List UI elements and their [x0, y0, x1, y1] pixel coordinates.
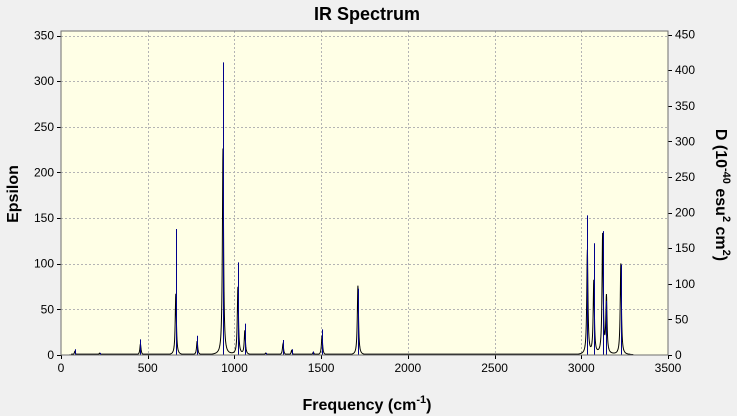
plot-area	[61, 31, 668, 355]
y-tick-label: 350	[34, 29, 54, 43]
y-tick-label: 0	[47, 348, 54, 362]
x-tick-label: 0	[58, 361, 65, 375]
x-axis-title: Frequency (cm-1)	[303, 394, 432, 414]
x-tick-label: 2500	[481, 361, 508, 375]
y-tick-label: 50	[41, 302, 55, 316]
grid-lines	[61, 31, 668, 355]
y2-tick-label: 50	[675, 312, 689, 326]
spectrum-line	[62, 148, 634, 356]
y2-tick-label: 100	[675, 277, 695, 291]
y-tick-label: 200	[34, 165, 54, 179]
y2-tick-label: 200	[675, 206, 695, 220]
y-tick-label: 250	[34, 120, 54, 134]
y2-tick-label: 450	[675, 28, 695, 42]
x-tick-label: 1000	[221, 361, 248, 375]
x-tick-label: 2000	[395, 361, 422, 375]
y2-tick-label: 350	[675, 99, 695, 113]
y2-axis-title: D (10-40 esu2 cm2)	[712, 129, 732, 261]
y-tick-label: 150	[34, 211, 54, 225]
y2-tick-label: 300	[675, 134, 695, 148]
x-tick-label: 3500	[655, 361, 682, 375]
y-tick-label: 100	[34, 257, 54, 271]
y2-tick-label: 0	[675, 348, 682, 362]
plot-frame	[60, 30, 669, 356]
x-tick-label: 500	[138, 361, 158, 375]
y-tick-label: 300	[34, 74, 54, 88]
x-tick-label: 3000	[568, 361, 595, 375]
stick-spectrum	[75, 62, 622, 355]
y2-tick-label: 400	[675, 63, 695, 77]
x-tick-label: 1500	[308, 361, 335, 375]
y2-tick-label: 250	[675, 170, 695, 184]
axis-ticks	[57, 35, 672, 359]
y-axis-title: Epsilon	[5, 165, 22, 223]
chart-title: IR Spectrum	[314, 4, 420, 24]
tick-labels: 0 500 1000 1500 2000 2500 3000 3500050100150200…	[34, 28, 695, 375]
y2-tick-label: 150	[675, 241, 695, 255]
